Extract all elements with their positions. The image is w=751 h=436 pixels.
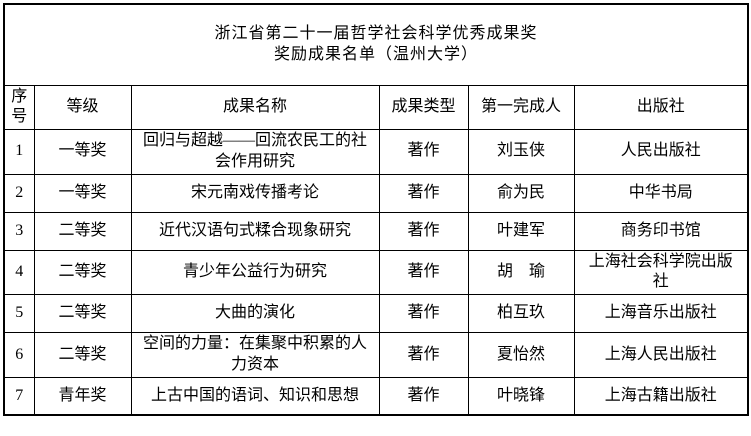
table-row: 3 二等奖 近代汉语句式糅合现象研究 著作 叶建军 商务印书馆 — [3, 211, 749, 251]
table-header-row: 序号 等级 成果名称 成果类型 第一完成人 出版社 — [3, 84, 749, 131]
col-header-publisher: 出版社 — [573, 84, 749, 131]
cell-publisher: 上海社会科学院出版社 — [573, 249, 749, 296]
cell-publisher: 上海人民出版社 — [573, 332, 749, 378]
cell-achievement-name: 近代汉语句式糅合现象研究 — [130, 211, 380, 251]
table-body: 1 一等奖 回归与超越——回流农民工的社会作用研究 著作 刘玉侠 人民出版社 2… — [3, 129, 749, 416]
cell-achievement-name: 空间的力量：在集聚中积累的人力资本 — [130, 332, 380, 378]
cell-index: 5 — [3, 294, 35, 334]
cell-grade: 一等奖 — [33, 173, 132, 213]
cell-index: 2 — [3, 173, 35, 213]
cell-achievement-name: 青少年公益行为研究 — [130, 249, 380, 296]
cell-index: 7 — [3, 376, 35, 416]
cell-first-author: 胡 瑜 — [467, 249, 575, 296]
cell-first-author: 叶晓锋 — [467, 376, 575, 416]
cell-publisher: 上海音乐出版社 — [573, 294, 749, 334]
col-header-grade: 等级 — [33, 84, 132, 131]
cell-first-author: 俞为民 — [467, 173, 575, 213]
cell-achievement-name: 宋元南戏传播考论 — [130, 173, 380, 213]
cell-achievement-type: 著作 — [378, 332, 469, 378]
title-line-2: 奖励成果名单（温州大学） — [274, 45, 479, 63]
cell-grade: 二等奖 — [33, 332, 132, 378]
table-row: 6 二等奖 空间的力量：在集聚中积累的人力资本 著作 夏怡然 上海人民出版社 — [3, 332, 749, 378]
col-header-achievement-type: 成果类型 — [378, 84, 469, 131]
cell-achievement-type: 著作 — [378, 294, 469, 334]
cell-index: 1 — [3, 129, 35, 175]
cell-index: 3 — [3, 211, 35, 251]
title-row: 浙江省第二十一届哲学社会科学优秀成果奖 奖励成果名单（温州大学） — [3, 3, 749, 86]
cell-achievement-type: 著作 — [378, 129, 469, 175]
table-row: 5 二等奖 大曲的演化 著作 柏互玖 上海音乐出版社 — [3, 294, 749, 334]
table-row: 2 一等奖 宋元南戏传播考论 著作 俞为民 中华书局 — [3, 173, 749, 213]
col-header-index: 序号 — [3, 84, 35, 131]
cell-grade: 二等奖 — [33, 249, 132, 296]
award-table: 浙江省第二十一届哲学社会科学优秀成果奖 奖励成果名单（温州大学） 序号 等级 成… — [3, 3, 750, 417]
cell-grade: 青年奖 — [33, 376, 132, 416]
table-row: 1 一等奖 回归与超越——回流农民工的社会作用研究 著作 刘玉侠 人民出版社 — [3, 129, 749, 175]
cell-first-author: 刘玉侠 — [467, 129, 575, 175]
cell-first-author: 柏互玖 — [467, 294, 575, 334]
cell-achievement-name: 上古中国的语词、知识和思想 — [130, 376, 380, 416]
cell-achievement-type: 著作 — [378, 211, 469, 251]
cell-achievement-name: 回归与超越——回流农民工的社会作用研究 — [130, 129, 380, 175]
cell-publisher: 中华书局 — [573, 173, 749, 213]
cell-grade: 二等奖 — [33, 211, 132, 251]
cell-achievement-type: 著作 — [378, 173, 469, 213]
table-row: 4 二等奖 青少年公益行为研究 著作 胡 瑜 上海社会科学院出版社 — [3, 249, 749, 296]
table-row: 7 青年奖 上古中国的语词、知识和思想 著作 叶晓锋 上海古籍出版社 — [3, 376, 749, 416]
cell-achievement-type: 著作 — [378, 376, 469, 416]
cell-publisher: 上海古籍出版社 — [573, 376, 749, 416]
cell-grade: 一等奖 — [33, 129, 132, 175]
cell-index: 6 — [3, 332, 35, 378]
cell-achievement-name: 大曲的演化 — [130, 294, 380, 334]
cell-index: 4 — [3, 249, 35, 296]
cell-first-author: 夏怡然 — [467, 332, 575, 378]
cell-publisher: 商务印书馆 — [573, 211, 749, 251]
document-title: 浙江省第二十一届哲学社会科学优秀成果奖 奖励成果名单（温州大学） — [3, 3, 749, 86]
title-line-1: 浙江省第二十一届哲学社会科学优秀成果奖 — [214, 24, 538, 42]
col-header-first-author: 第一完成人 — [467, 84, 575, 131]
cell-grade: 二等奖 — [33, 294, 132, 334]
cell-publisher: 人民出版社 — [573, 129, 749, 175]
cell-first-author: 叶建军 — [467, 211, 575, 251]
cell-achievement-type: 著作 — [378, 249, 469, 296]
col-header-achievement-name: 成果名称 — [130, 84, 380, 131]
